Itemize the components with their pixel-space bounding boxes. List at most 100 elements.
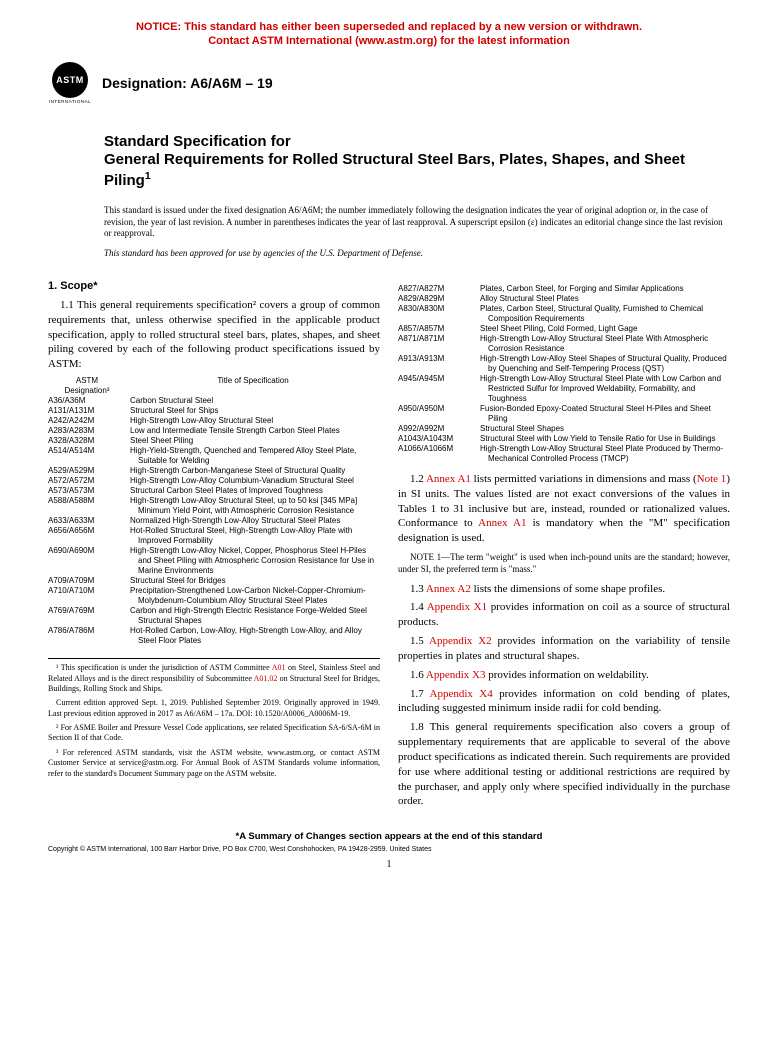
spec-row: A992/A992MStructural Steel Shapes — [398, 424, 730, 434]
spec-table-left: ASTM Designation³ Title of Specification… — [48, 376, 380, 646]
link-appendix-x3[interactable]: Appendix X3 — [426, 669, 486, 681]
spec-designation: A913/A913M — [398, 354, 476, 364]
link-appendix-x1[interactable]: Appendix X1 — [427, 601, 487, 613]
para-1-7: 1.7 Appendix X4 provides information on … — [398, 687, 730, 717]
link-annex-a1[interactable]: Annex A1 — [426, 473, 471, 485]
spec-designation: A950/A950M — [398, 404, 476, 414]
footnotes-block: ¹ This specification is under the jurisd… — [48, 658, 380, 779]
approved-note: This standard has been approved for use … — [104, 248, 730, 258]
para-1-8: 1.8 This general requirements specificat… — [398, 720, 730, 809]
spec-row: A1066/A1066MHigh-Strength Low-Alloy Stru… — [398, 444, 730, 464]
spec-designation: A710/A710M — [48, 586, 126, 596]
p15-a: 1.5 — [410, 635, 429, 647]
spec-designation: A572/A572M — [48, 476, 126, 486]
fn1-a: ¹ This specification is under the jurisd… — [56, 663, 272, 672]
spec-title: High-Strength Low-Alloy Columbium-Vanadi… — [134, 476, 380, 486]
title-line2: General Requirements for Rolled Structur… — [104, 151, 730, 191]
fn1-link-a01[interactable]: A01 — [272, 663, 286, 672]
spec-table-right: A827/A827MPlates, Carbon Steel, for Forg… — [398, 284, 730, 464]
spec-row: A242/A242MHigh-Strength Low-Alloy Struct… — [48, 416, 380, 426]
footnote-1: ¹ This specification is under the jurisd… — [48, 663, 380, 694]
spec-row: A573/A573M Structural Carbon Steel Plates… — [48, 486, 380, 496]
spec-title: High-Strength Low-Alloy Structural Steel… — [484, 334, 730, 354]
spec-title: Structural Steel for Ships — [134, 406, 380, 416]
para-1-4: 1.4 Appendix X1 provides information on … — [398, 600, 730, 630]
summary-of-changes: *A Summary of Changes section appears at… — [48, 831, 730, 842]
spec-designation: A871/A871M — [398, 334, 476, 344]
spec-designation: A829/A829M — [398, 294, 476, 304]
spec-row: A913/A913M High-Strength Low-Alloy Steel … — [398, 354, 730, 374]
title-block: Standard Specification for General Requi… — [104, 133, 730, 191]
spec-title: Fusion-Bonded Epoxy-Coated Structural St… — [484, 404, 730, 424]
spec-title: Structural Steel for Bridges — [134, 576, 380, 586]
para-1-6: 1.6 Appendix X3 provides information on … — [398, 668, 730, 683]
spec-row: A830/A830MPlates, Carbon Steel, Structur… — [398, 304, 730, 324]
spec-row: A131/A131MStructural Steel for Ships — [48, 406, 380, 416]
spec-row: A709/A709MStructural Steel for Bridges — [48, 576, 380, 586]
astm-logo-subtext: INTERNATIONAL — [49, 99, 91, 104]
p14-a: 1.4 — [410, 601, 427, 613]
footnote-3: ³ For referenced ASTM standards, visit t… — [48, 748, 380, 779]
link-note-1[interactable]: Note 1 — [697, 473, 727, 485]
designation-text: Designation: A6/A6M – 19 — [102, 75, 273, 91]
spec-designation: A1043/A1043M — [398, 434, 476, 444]
spec-title: High-Strength Low-Alloy Steel Shapes of … — [484, 354, 730, 374]
p12-a: 1.2 — [410, 473, 426, 485]
header-row: ASTM INTERNATIONAL Designation: A6/A6M –… — [48, 61, 730, 105]
title-line1: Standard Specification for — [104, 133, 730, 152]
link-appendix-x4[interactable]: Appendix X4 — [430, 688, 493, 700]
spec-row: A950/A950M Fusion-Bonded Epoxy-Coated Str… — [398, 404, 730, 424]
spec-title: Structural Carbon Steel Plates of Improv… — [134, 486, 380, 496]
title-main-text: General Requirements for Rolled Structur… — [104, 151, 685, 189]
p13-a: 1.3 — [410, 583, 426, 595]
note-1: NOTE 1—The term "weight" is used when in… — [398, 552, 730, 575]
spec-title: High-Yield-Strength, Quenched and Temper… — [134, 446, 380, 466]
spec-row: A328/A328MSteel Sheet Piling — [48, 436, 380, 446]
para-1-1: 1.1 This general requirements specificat… — [48, 298, 380, 372]
spec-title: High-Strength Low-Alloy Structural Steel… — [134, 496, 380, 516]
spec-designation: A656/A656M — [48, 526, 126, 536]
spec-row: A529/A529MHigh-Strength Carbon-Manganese… — [48, 466, 380, 476]
spec-row: A283/A283M Low and Intermediate Tensile S… — [48, 426, 380, 436]
spec-title: High-Strength Carbon-Manganese Steel of … — [134, 466, 380, 476]
spec-designation: A992/A992M — [398, 424, 476, 434]
fn1-link-a0102[interactable]: A01.02 — [254, 674, 278, 683]
spec-row: A857/A857M Steel Sheet Piling, Cold Forme… — [398, 324, 730, 334]
spec-row: A633/A633MNormalized High-Strength Low-A… — [48, 516, 380, 526]
spec-row: A945/A945MHigh-Strength Low-Alloy Struct… — [398, 374, 730, 404]
p16-a: 1.6 — [410, 669, 426, 681]
spec-designation: A588/A588M — [48, 496, 126, 506]
copyright-line: Copyright © ASTM International, 100 Barr… — [48, 846, 730, 853]
spec-title: Steel Sheet Piling, Cold Formed, Light G… — [484, 324, 730, 334]
astm-logo-globe: ASTM — [52, 62, 88, 98]
link-annex-a2[interactable]: Annex A2 — [426, 583, 471, 595]
link-annex-a1-b[interactable]: Annex A1 — [478, 517, 526, 529]
spec-designation: A769/A769M — [48, 606, 126, 616]
spec-title: Hot-Rolled Carbon, Low-Alloy, High-Stren… — [134, 626, 380, 646]
spec-title: High-Strength Low-Alloy Structural Steel… — [484, 374, 730, 404]
spec-designation: A1066/A1066M — [398, 444, 476, 454]
spec-row: A871/A871M High-Strength Low-Alloy Struct… — [398, 334, 730, 354]
spec-designation: A283/A283M — [48, 426, 126, 436]
spec-title: Precipitation-Strengthened Low-Carbon Ni… — [134, 586, 380, 606]
spec-title: Steel Sheet Piling — [134, 436, 380, 446]
link-appendix-x2[interactable]: Appendix X2 — [429, 635, 492, 647]
spec-title: Normalized High-Strength Low-Alloy Struc… — [134, 516, 380, 526]
spec-row: A829/A829M Alloy Structural Steel Plates — [398, 294, 730, 304]
notice-banner: NOTICE: This standard has either been su… — [48, 20, 730, 49]
spec-title: Alloy Structural Steel Plates — [484, 294, 730, 304]
spec-row: A786/A786MHot-Rolled Carbon, Low-Alloy, … — [48, 626, 380, 646]
footnote-2: ² For ASME Boiler and Pressure Vessel Co… — [48, 723, 380, 744]
spec-designation: A857/A857M — [398, 324, 476, 334]
spec-designation: A242/A242M — [48, 416, 126, 426]
p12-b: lists permitted variations in dimensions… — [471, 473, 697, 485]
two-column-body: 1. Scope* 1.1 This general requirements … — [48, 280, 730, 813]
spec-table-header: ASTM Designation³ Title of Specification — [48, 376, 380, 396]
astm-logo: ASTM INTERNATIONAL — [48, 61, 92, 105]
spec-row: A572/A572M High-Strength Low-Alloy Columb… — [48, 476, 380, 486]
spec-title: Low and Intermediate Tensile Strength Ca… — [134, 426, 380, 436]
spec-title: Hot-Rolled Structural Steel, High-Streng… — [134, 526, 380, 546]
spec-designation: A573/A573M — [48, 486, 126, 496]
spec-row: A690/A690MHigh-Strength Low-Alloy Nickel… — [48, 546, 380, 576]
para-1-5: 1.5 Appendix X2 provides information on … — [398, 634, 730, 664]
